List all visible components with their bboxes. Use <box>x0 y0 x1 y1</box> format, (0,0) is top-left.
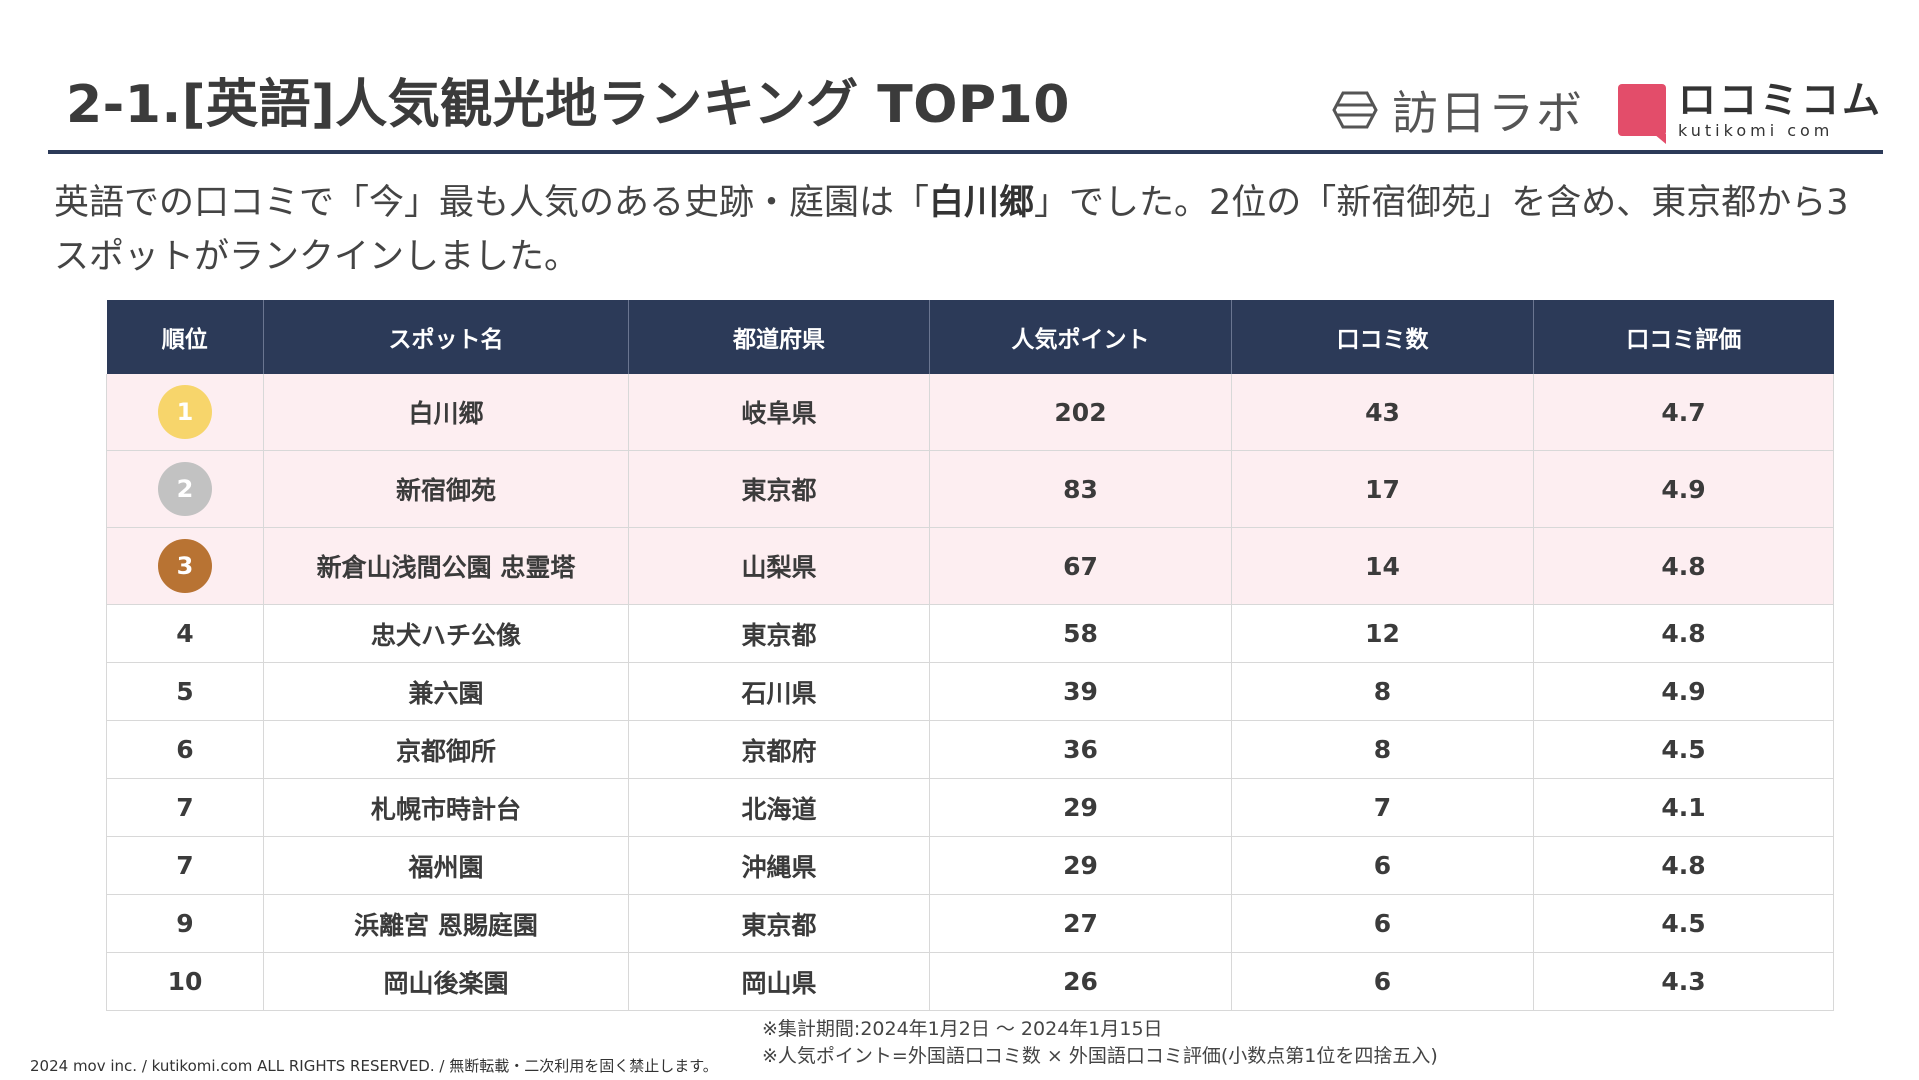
header-rating: 口コミ評価 <box>1533 300 1834 374</box>
table-row: 2 新宿御苑 東京都 83 17 4.9 <box>106 450 1834 528</box>
points-cell: 39 <box>929 662 1232 721</box>
rating-cell: 4.7 <box>1533 374 1834 451</box>
reviews-cell: 7 <box>1231 778 1534 837</box>
title-divider <box>48 150 1883 154</box>
reviews-cell: 8 <box>1231 720 1534 779</box>
copyright-text: 2024 mov inc. / kutikomi.com ALL RIGHTS … <box>30 1057 718 1075</box>
silver-medal-badge: 2 <box>158 462 212 516</box>
spot-cell: 福州園 <box>263 836 629 895</box>
spot-cell: 新倉山浅間公園 忠霊塔 <box>263 527 629 605</box>
points-cell: 29 <box>929 836 1232 895</box>
rating-cell: 4.1 <box>1533 778 1834 837</box>
rating-cell: 4.8 <box>1533 604 1834 663</box>
lead-part-2: 」でした。2位の「新宿御苑」を含め、東京都から3スポットがランクインしました。 <box>54 183 1849 277</box>
houjin-hexagon-icon <box>1332 91 1378 129</box>
rank-cell: 2 <box>106 450 264 528</box>
rank-cell: 5 <box>106 662 264 721</box>
prefecture-cell: 東京都 <box>628 604 930 663</box>
reviews-cell: 12 <box>1231 604 1534 663</box>
lead-part-1: 英語での口コミで「今」最も人気のある史跡・庭園は「 <box>54 183 930 223</box>
prefecture-cell: 東京都 <box>628 450 930 528</box>
table-row: 1 白川郷 岐阜県 202 43 4.7 <box>106 374 1834 451</box>
reviews-cell: 6 <box>1231 894 1534 953</box>
kuchikomi-logo: ロコミコム kutikomi com <box>1617 78 1883 144</box>
rating-cell: 4.9 <box>1533 662 1834 721</box>
rating-cell: 4.9 <box>1533 450 1834 528</box>
table-row: 7 福州園 沖縄県 29 6 4.8 <box>106 836 1834 895</box>
prefecture-cell: 東京都 <box>628 894 930 953</box>
prefecture-cell: 京都府 <box>628 720 930 779</box>
table-row: 4 忠犬ハチ公像 東京都 58 12 4.8 <box>106 604 1834 663</box>
points-cell: 58 <box>929 604 1232 663</box>
header-prefecture: 都道府県 <box>628 300 930 374</box>
table-header-row: 順位 スポット名 都道府県 人気ポイント 口コミ数 口コミ評価 <box>106 300 1834 374</box>
reviews-cell: 14 <box>1231 527 1534 605</box>
prefecture-cell: 山梨県 <box>628 527 930 605</box>
prefecture-cell: 岐阜県 <box>628 374 930 451</box>
gold-medal-badge: 1 <box>158 385 212 439</box>
kuchikomi-logo-subtext: kutikomi com <box>1677 121 1834 140</box>
header-points: 人気ポイント <box>929 300 1232 374</box>
points-cell: 83 <box>929 450 1232 528</box>
points-cell: 26 <box>929 952 1232 1011</box>
bronze-medal-badge: 3 <box>158 539 212 593</box>
spot-cell: 忠犬ハチ公像 <box>263 604 629 663</box>
points-cell: 36 <box>929 720 1232 779</box>
page-title: 2-1.[英語]人気観光地ランキング TOP10 <box>66 75 1070 135</box>
rank-cell: 4 <box>106 604 264 663</box>
ranking-table: 順位 スポット名 都道府県 人気ポイント 口コミ数 口コミ評価 1 白川郷 岐阜… <box>106 300 1834 1011</box>
houjin-lab-logo: 訪日ラボ <box>1332 77 1584 143</box>
table-row: 6 京都御所 京都府 36 8 4.5 <box>106 720 1834 779</box>
rank-cell: 7 <box>106 836 264 895</box>
rank-cell: 6 <box>106 720 264 779</box>
spot-cell: 白川郷 <box>263 374 629 451</box>
spot-cell: 兼六園 <box>263 662 629 721</box>
reviews-cell: 6 <box>1231 836 1534 895</box>
reviews-cell: 8 <box>1231 662 1534 721</box>
rating-cell: 4.3 <box>1533 952 1834 1011</box>
spot-cell: 岡山後楽園 <box>263 952 629 1011</box>
header-rank: 順位 <box>106 300 264 374</box>
kuchikomi-speech-icon <box>1617 84 1666 144</box>
table-row: 5 兼六園 石川県 39 8 4.9 <box>106 662 1834 721</box>
spot-cell: 浜離宮 恩賜庭園 <box>263 894 629 953</box>
points-cell: 202 <box>929 374 1232 451</box>
reviews-cell: 6 <box>1231 952 1534 1011</box>
table-row: 7 札幌市時計台 北海道 29 7 4.1 <box>106 778 1834 837</box>
prefecture-cell: 石川県 <box>628 662 930 721</box>
houjin-logo-text: 訪日ラボ <box>1391 86 1584 140</box>
reviews-cell: 17 <box>1231 450 1534 528</box>
spot-cell: 京都御所 <box>263 720 629 779</box>
logos: 訪日ラボ ロコミコム kutikomi com <box>1332 77 1883 144</box>
rank-cell: 3 <box>106 527 264 605</box>
rank-cell: 9 <box>106 894 264 953</box>
spot-cell: 札幌市時計台 <box>263 778 629 837</box>
rank-cell: 7 <box>106 778 264 837</box>
kuchikomi-logo-text: ロコミコム <box>1677 78 1883 122</box>
points-cell: 67 <box>929 527 1232 605</box>
prefecture-cell: 岡山県 <box>628 952 930 1011</box>
note-formula: ※人気ポイント=外国語口コミ数 × 外国語口コミ評価(小数点第1位を四捨五入) <box>762 1045 1438 1067</box>
lead-highlight: 白川郷 <box>929 183 1035 223</box>
rank-cell: 1 <box>106 374 264 451</box>
table-row: 10 岡山後楽園 岡山県 26 6 4.3 <box>106 952 1834 1011</box>
rating-cell: 4.5 <box>1533 720 1834 779</box>
header-reviews: 口コミ数 <box>1231 300 1534 374</box>
rating-cell: 4.5 <box>1533 894 1834 953</box>
reviews-cell: 43 <box>1231 374 1534 451</box>
header-spot: スポット名 <box>263 300 629 374</box>
lead-text: 英語での口コミで「今」最も人気のある史跡・庭園は「白川郷」でした。2位の「新宿御… <box>54 176 1854 284</box>
spot-cell: 新宿御苑 <box>263 450 629 528</box>
prefecture-cell: 北海道 <box>628 778 930 837</box>
prefecture-cell: 沖縄県 <box>628 836 930 895</box>
table-row: 9 浜離宮 恩賜庭園 東京都 27 6 4.5 <box>106 894 1834 953</box>
rank-cell: 10 <box>106 952 264 1011</box>
rating-cell: 4.8 <box>1533 527 1834 605</box>
rating-cell: 4.8 <box>1533 836 1834 895</box>
note-period: ※集計期間:2024年1月2日 〜 2024年1月15日 <box>762 1018 1163 1040</box>
table-row: 3 新倉山浅間公園 忠霊塔 山梨県 67 14 4.8 <box>106 527 1834 605</box>
points-cell: 29 <box>929 778 1232 837</box>
points-cell: 27 <box>929 894 1232 953</box>
footnotes: ※集計期間:2024年1月2日 〜 2024年1月15日 ※人気ポイント=外国語… <box>762 1016 1438 1070</box>
